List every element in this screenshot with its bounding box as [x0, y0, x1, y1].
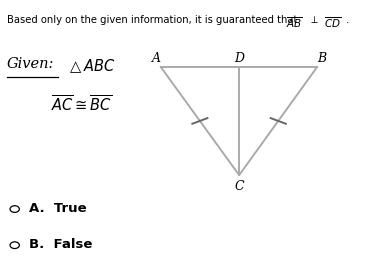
Text: $\overline{AB}$: $\overline{AB}$ — [286, 15, 303, 30]
Text: $\triangle ABC$: $\triangle ABC$ — [67, 57, 116, 75]
Text: $\perp$: $\perp$ — [308, 14, 319, 25]
Text: $\overline{CD}$: $\overline{CD}$ — [324, 15, 342, 30]
Text: A.  True: A. True — [29, 202, 87, 215]
Text: B: B — [317, 53, 327, 65]
Text: Based only on the given information, it is guaranteed that: Based only on the given information, it … — [7, 15, 300, 25]
Text: .: . — [346, 15, 349, 25]
Text: C: C — [235, 180, 244, 193]
Text: Given:: Given: — [7, 57, 54, 71]
Text: $\overline{AC} \cong \overline{BC}$: $\overline{AC} \cong \overline{BC}$ — [51, 95, 113, 115]
Text: A: A — [151, 53, 161, 65]
Text: D: D — [234, 53, 244, 65]
Text: B.  False: B. False — [29, 238, 93, 251]
